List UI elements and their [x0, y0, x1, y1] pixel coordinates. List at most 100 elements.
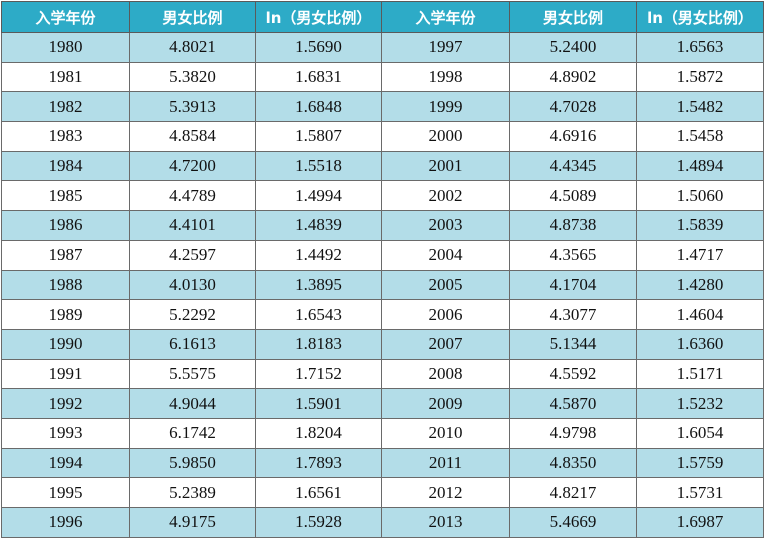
table-row: 1994 5.9850 1.7893 2011 4.8350 1.5759	[1, 447, 764, 479]
cell-enrollment-year-right: 1998	[381, 61, 510, 93]
cell-enrollment-year-left: 1985	[1, 180, 130, 212]
cell-sex-ratio-right: 4.4345	[509, 150, 637, 182]
cell-ln-sex-ratio-right: 1.6987	[636, 507, 764, 538]
cell-ln-sex-ratio-left: 1.6561	[255, 477, 382, 508]
table-row: 1992 4.9044 1.5901 2009 4.5870 1.5232	[1, 388, 764, 419]
cell-enrollment-year-right: 2013	[381, 507, 510, 538]
cell-enrollment-year-right: 2001	[381, 150, 510, 182]
table-row: 1993 6.1742 1.8204 2010 4.9798 1.6054	[1, 417, 764, 449]
cell-sex-ratio-right: 5.1344	[509, 328, 637, 360]
header-sex-ratio-left: 男女比例	[129, 1, 256, 33]
cell-sex-ratio-left: 4.2597	[129, 239, 256, 271]
cell-sex-ratio-left: 4.8584	[129, 121, 256, 152]
cell-ln-sex-ratio-right: 1.4280	[636, 269, 764, 301]
cell-sex-ratio-right: 5.4669	[509, 507, 637, 538]
cell-enrollment-year-right: 2005	[381, 269, 510, 301]
header-enrollment-year-left: 入学年份	[1, 1, 130, 33]
cell-sex-ratio-left: 4.7200	[129, 150, 256, 182]
cell-sex-ratio-left: 4.9044	[129, 388, 256, 419]
cell-enrollment-year-right: 1999	[381, 91, 510, 123]
cell-sex-ratio-left: 5.3820	[129, 61, 256, 93]
table-row: 1986 4.4101 1.4839 2003 4.8738 1.5839	[1, 210, 764, 241]
cell-ln-sex-ratio-left: 1.4492	[255, 239, 382, 271]
cell-enrollment-year-left: 1991	[1, 358, 130, 390]
header-ln-sex-ratio-right: ln（男女比例）	[636, 1, 764, 33]
table-row: 1983 4.8584 1.5807 2000 4.6916 1.5458	[1, 121, 764, 152]
cell-ln-sex-ratio-left: 1.5690	[255, 32, 382, 63]
cell-enrollment-year-left: 1993	[1, 417, 130, 449]
table-row: 1987 4.2597 1.4492 2004 4.3565 1.4717	[1, 239, 764, 271]
cell-enrollment-year-left: 1981	[1, 61, 130, 93]
table-row: 1980 4.8021 1.5690 1997 5.2400 1.6563	[1, 32, 764, 63]
table-row: 1988 4.0130 1.3895 2005 4.1704 1.4280	[1, 269, 764, 301]
cell-sex-ratio-left: 6.1613	[129, 328, 256, 360]
table-row: 1991 5.5575 1.7152 2008 4.5592 1.5171	[1, 358, 764, 390]
cell-enrollment-year-left: 1984	[1, 150, 130, 182]
cell-enrollment-year-left: 1994	[1, 447, 130, 479]
cell-sex-ratio-right: 4.5089	[509, 180, 637, 212]
cell-sex-ratio-right: 4.1704	[509, 269, 637, 301]
cell-ln-sex-ratio-left: 1.4994	[255, 180, 382, 212]
cell-sex-ratio-left: 4.9175	[129, 507, 256, 538]
cell-enrollment-year-left: 1995	[1, 477, 130, 508]
cell-ln-sex-ratio-left: 1.5901	[255, 388, 382, 419]
cell-enrollment-year-left: 1990	[1, 328, 130, 360]
cell-ln-sex-ratio-right: 1.5060	[636, 180, 764, 212]
cell-sex-ratio-right: 4.6916	[509, 121, 637, 152]
cell-ln-sex-ratio-right: 1.5232	[636, 388, 764, 419]
cell-sex-ratio-right: 4.3077	[509, 299, 637, 330]
cell-ln-sex-ratio-left: 1.4839	[255, 210, 382, 241]
cell-ln-sex-ratio-right: 1.4894	[636, 150, 764, 182]
table-row: 1984 4.7200 1.5518 2001 4.4345 1.4894	[1, 150, 764, 182]
cell-enrollment-year-right: 2011	[381, 447, 510, 479]
cell-sex-ratio-left: 5.2292	[129, 299, 256, 330]
cell-ln-sex-ratio-left: 1.8183	[255, 328, 382, 360]
cell-ln-sex-ratio-right: 1.6054	[636, 417, 764, 449]
cell-enrollment-year-right: 2006	[381, 299, 510, 330]
cell-sex-ratio-left: 4.8021	[129, 32, 256, 63]
header-ln-sex-ratio-left: ln（男女比例）	[255, 1, 382, 33]
cell-enrollment-year-right: 1997	[381, 32, 510, 63]
cell-enrollment-year-left: 1983	[1, 121, 130, 152]
table-row: 1990 6.1613 1.8183 2007 5.1344 1.6360	[1, 328, 764, 360]
cell-ln-sex-ratio-right: 1.5482	[636, 91, 764, 123]
cell-ln-sex-ratio-right: 1.5872	[636, 61, 764, 93]
cell-enrollment-year-left: 1982	[1, 91, 130, 123]
cell-ln-sex-ratio-left: 1.6543	[255, 299, 382, 330]
cell-ln-sex-ratio-left: 1.3895	[255, 269, 382, 301]
cell-enrollment-year-right: 2002	[381, 180, 510, 212]
cell-ln-sex-ratio-right: 1.4604	[636, 299, 764, 330]
table-row: 1985 4.4789 1.4994 2002 4.5089 1.5060	[1, 180, 764, 212]
cell-enrollment-year-right: 2009	[381, 388, 510, 419]
table-row: 1981 5.3820 1.6831 1998 4.8902 1.5872	[1, 61, 764, 93]
cell-enrollment-year-left: 1986	[1, 210, 130, 241]
cell-sex-ratio-right: 4.5870	[509, 388, 637, 419]
cell-sex-ratio-right: 4.3565	[509, 239, 637, 271]
cell-ln-sex-ratio-left: 1.7893	[255, 447, 382, 479]
table-row: 1995 5.2389 1.6561 2012 4.8217 1.5731	[1, 477, 764, 508]
cell-sex-ratio-right: 5.2400	[509, 32, 637, 63]
table-body: 1980 4.8021 1.5690 1997 5.2400 1.6563 1981 5.38…	[1, 32, 764, 538]
cell-sex-ratio-right: 4.8350	[509, 447, 637, 479]
header-enrollment-year-right: 入学年份	[381, 1, 510, 33]
cell-enrollment-year-right: 2004	[381, 239, 510, 271]
cell-sex-ratio-right: 4.7028	[509, 91, 637, 123]
cell-enrollment-year-left: 1980	[1, 32, 130, 63]
cell-ln-sex-ratio-right: 1.5759	[636, 447, 764, 479]
cell-sex-ratio-left: 5.5575	[129, 358, 256, 390]
cell-enrollment-year-right: 2007	[381, 328, 510, 360]
cell-sex-ratio-left: 4.0130	[129, 269, 256, 301]
cell-sex-ratio-left: 5.3913	[129, 91, 256, 123]
cell-ln-sex-ratio-right: 1.6360	[636, 328, 764, 360]
cell-enrollment-year-right: 2012	[381, 477, 510, 508]
cell-enrollment-year-left: 1987	[1, 239, 130, 271]
cell-sex-ratio-right: 4.8217	[509, 477, 637, 508]
header-row: 入学年份 男女比例 ln（男女比例） 入学年份 男女比例 ln（男女比例）	[1, 1, 764, 33]
cell-ln-sex-ratio-left: 1.5518	[255, 150, 382, 182]
cell-ln-sex-ratio-left: 1.6848	[255, 91, 382, 123]
cell-sex-ratio-right: 4.9798	[509, 417, 637, 449]
cell-enrollment-year-left: 1992	[1, 388, 130, 419]
cell-enrollment-year-left: 1996	[1, 507, 130, 538]
cell-enrollment-year-right: 2010	[381, 417, 510, 449]
cell-sex-ratio-left: 6.1742	[129, 417, 256, 449]
